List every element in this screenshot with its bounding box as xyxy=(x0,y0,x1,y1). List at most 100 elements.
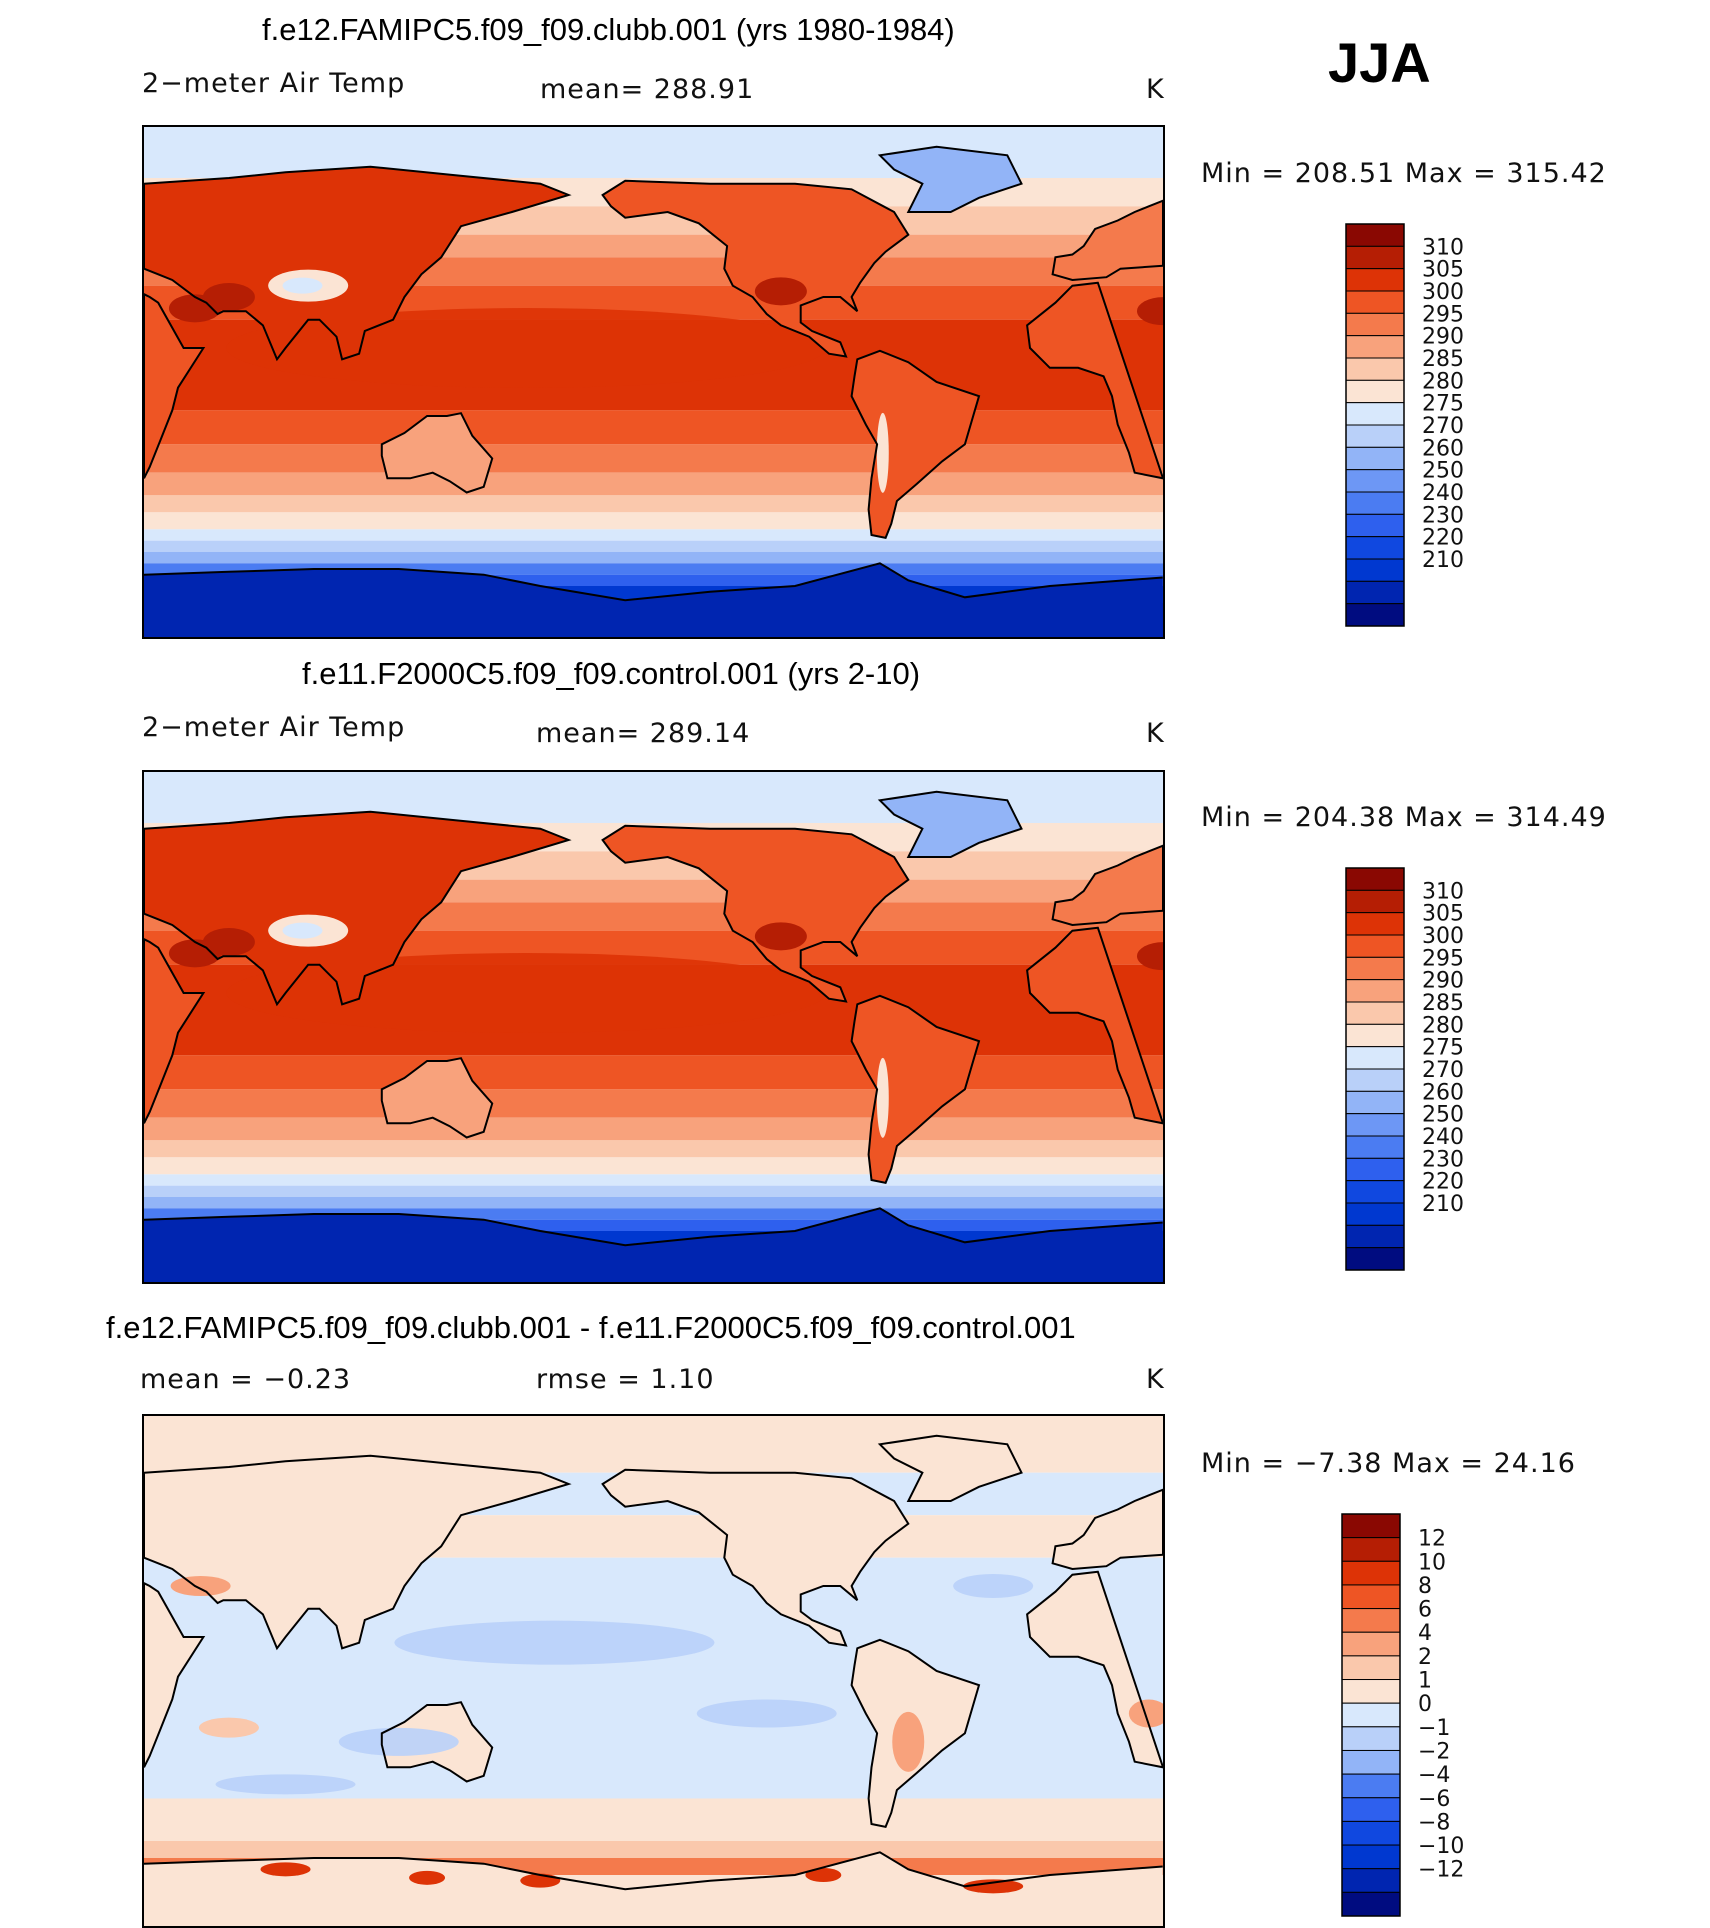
land-fill-greenland xyxy=(879,146,1022,212)
land-fill-eurasia xyxy=(144,1455,569,1649)
coastline-africaE xyxy=(144,293,206,479)
panel3-units: K xyxy=(1146,1364,1165,1395)
colorbar-tick-label: −10 xyxy=(1418,1834,1464,1859)
colorbar-swatch xyxy=(1345,1247,1405,1271)
andes-strip xyxy=(876,412,889,493)
field-band xyxy=(144,563,1163,575)
colorbar-swatch xyxy=(1345,268,1405,292)
panel3-rmse: rmse = 1.10 xyxy=(536,1364,715,1395)
coastline-samerica xyxy=(850,1638,981,1828)
cool-anomaly xyxy=(953,1574,1034,1598)
coastline-antarctica xyxy=(144,1207,1163,1247)
panel2-variable: 2−meter Air Temp xyxy=(142,712,406,743)
coastline-samerica xyxy=(850,349,981,539)
colorbar-tick-label: 290 xyxy=(1422,325,1464,350)
strong-anomaly xyxy=(963,1879,1024,1894)
cool-anomaly xyxy=(215,1774,356,1795)
colorbar-tick-label: 295 xyxy=(1422,302,1464,327)
colorbar-tick-label: −12 xyxy=(1418,1858,1464,1883)
colorbar-tick-label: 220 xyxy=(1422,526,1464,551)
colorbar-tick-label: 240 xyxy=(1422,481,1464,506)
colorbar-swatch xyxy=(1345,1113,1405,1137)
coastline-australia xyxy=(380,1701,494,1783)
colorbar-swatch xyxy=(1345,956,1405,981)
coastline-africaE xyxy=(144,938,206,1124)
colorbar-tick-label: 210 xyxy=(1422,548,1464,573)
colorbar-swatch xyxy=(1345,603,1405,627)
field-band xyxy=(144,1055,1163,1090)
land-fill-africaE xyxy=(144,1583,204,1768)
warm-pool xyxy=(226,953,827,1033)
coastline-eurasia xyxy=(144,810,572,1007)
colorbar-tick-label: 300 xyxy=(1422,280,1464,305)
colorbar-tick-label: 270 xyxy=(1422,1058,1464,1083)
colorbar-tick-label: 230 xyxy=(1422,1147,1464,1172)
land-fill-greenland xyxy=(879,1435,1022,1501)
coastline-greenland xyxy=(877,145,1023,213)
hot-spot xyxy=(202,928,255,956)
warm-anomaly xyxy=(170,1576,231,1596)
cool-anomaly xyxy=(394,1620,715,1665)
warm-pool xyxy=(226,308,827,388)
field-band xyxy=(144,1174,1163,1186)
strong-anomaly xyxy=(409,1870,446,1885)
coastline-europeW xyxy=(1051,844,1163,927)
colorbar-tick-label: −2 xyxy=(1418,1739,1450,1764)
land-fill-australia xyxy=(381,413,493,493)
field-band xyxy=(144,1798,1163,1841)
panel1-units: K xyxy=(1146,74,1165,105)
coastline-europeW xyxy=(1051,199,1163,282)
field-band xyxy=(144,472,1163,496)
warm-anomaly xyxy=(198,1717,259,1738)
colorbar-swatch xyxy=(1341,1820,1401,1846)
land-fill-eurasia xyxy=(144,811,569,1005)
colorbar-swatch xyxy=(1345,1224,1405,1249)
hot-spot xyxy=(754,277,807,306)
colorbar-tick-label: −4 xyxy=(1418,1763,1450,1788)
colorbar-tick-label: 305 xyxy=(1422,258,1464,283)
colorbar-tick-label: 310 xyxy=(1422,235,1464,260)
colorbar-swatch xyxy=(1341,1537,1401,1562)
field-band xyxy=(144,1140,1163,1158)
colorbar-swatch xyxy=(1345,491,1405,515)
land-fill-africaW xyxy=(1027,927,1163,1124)
panel2-colorbar: 310 305 300 295 290 285 280 275 270 260 250 240 230 2… xyxy=(1345,867,1486,1274)
hot-spot xyxy=(202,283,255,311)
colorbar-tick-label: 220 xyxy=(1422,1170,1464,1195)
panel2-mean: mean= 289.14 xyxy=(536,718,751,749)
colorbar-swatch xyxy=(1341,1513,1401,1539)
colorbar-swatch xyxy=(1345,1157,1405,1182)
land-fill-eurasia xyxy=(144,166,569,360)
colorbar-swatch xyxy=(1341,1655,1401,1681)
colorbar-swatch xyxy=(1345,867,1405,891)
colorbar-swatch xyxy=(1345,1135,1405,1159)
strong-anomaly xyxy=(260,1862,311,1877)
hot-spot xyxy=(1137,942,1163,971)
land-fill-antarctica xyxy=(144,1208,1163,1282)
panel3-title: f.e12.FAMIPC5.f09_f09.clubb.001 - f.e11.… xyxy=(106,1310,1076,1345)
colorbar-swatch xyxy=(1345,1090,1405,1115)
field-band xyxy=(144,1089,1163,1118)
panel2-range: Min = 204.38 Max = 314.49 xyxy=(1201,802,1607,833)
coastline-namerica xyxy=(601,824,910,1003)
hot-spot xyxy=(1137,297,1163,326)
season-label: JJA xyxy=(1328,31,1431,94)
panel1-title: f.e12.FAMIPC5.f09_f09.clubb.001 (yrs 198… xyxy=(262,12,955,47)
field-band xyxy=(144,574,1163,586)
coastline-africaW xyxy=(1026,1570,1163,1769)
land-fill-antarctica xyxy=(144,563,1163,637)
field-band xyxy=(144,444,1163,473)
coastline-africaE xyxy=(144,1582,206,1768)
colorbar-tick-label: 290 xyxy=(1422,969,1464,994)
tibet-plateau-core xyxy=(282,277,323,294)
land-fill-africaW xyxy=(1027,282,1163,479)
field-band xyxy=(144,1197,1163,1209)
panel2-title: f.e11.F2000C5.f09_f09.control.001 (yrs 2… xyxy=(302,656,921,691)
coastline-europeW xyxy=(1051,1488,1163,1571)
land-fill-australia xyxy=(381,1058,493,1138)
colorbar-swatch xyxy=(1345,379,1405,404)
colorbar-swatch xyxy=(1345,979,1405,1003)
land-fill-greenland xyxy=(879,791,1022,857)
field-band xyxy=(144,512,1163,530)
land-fill-europeW xyxy=(1052,845,1163,925)
